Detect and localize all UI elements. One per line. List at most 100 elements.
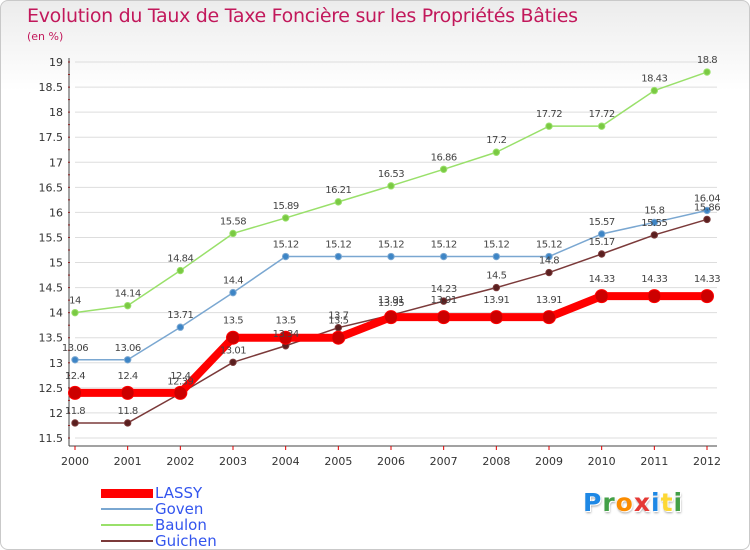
- x-tick-label: 2000: [61, 455, 89, 468]
- data-label: 15.12: [378, 240, 404, 251]
- data-point-goven: [545, 252, 553, 261]
- data-label: 17.2: [486, 135, 506, 146]
- data-label: 14.23: [431, 284, 457, 295]
- y-tick-label: 17.5: [39, 131, 64, 144]
- data-point-lassy: [173, 385, 188, 400]
- data-point-baulon: [281, 214, 290, 222]
- y-tick-label: 17: [49, 156, 63, 169]
- data-point-lassy: [120, 385, 135, 400]
- data-point-baulon: [492, 148, 501, 156]
- data-point-lassy: [384, 310, 398, 325]
- y-tick-label: 18.5: [39, 81, 64, 94]
- data-label: 16.86: [431, 152, 457, 163]
- legend-item-goven: Goven: [101, 501, 217, 517]
- data-label: 13.5: [223, 316, 243, 327]
- data-point-lassy: [68, 385, 82, 400]
- data-label: 14.84: [167, 254, 193, 265]
- data-label: 15.89: [273, 201, 299, 212]
- data-point-lassy: [647, 289, 662, 304]
- data-point-baulon: [176, 266, 185, 275]
- data-label: 15.17: [589, 237, 615, 248]
- data-point-guichen: [545, 268, 553, 277]
- data-point-goven: [229, 288, 237, 297]
- data-point-guichen: [439, 297, 448, 305]
- data-label: 14: [69, 296, 81, 307]
- data-label: 15.55: [641, 218, 667, 229]
- data-label: 17.72: [589, 109, 615, 120]
- data-label: 13.71: [167, 310, 193, 321]
- data-point-goven: [650, 218, 659, 227]
- data-label: 15.12: [273, 240, 299, 251]
- unit-label: (en %): [27, 30, 64, 43]
- data-label: 17.72: [536, 109, 562, 120]
- data-label: 12.4: [65, 371, 85, 382]
- data-point-baulon: [650, 86, 659, 95]
- legend-swatch: [101, 540, 153, 542]
- x-tick-label: 2001: [114, 455, 142, 468]
- x-tick-label: 2006: [377, 455, 405, 468]
- y-tick-label: 14.5: [39, 282, 64, 295]
- data-point-guichen: [597, 250, 606, 258]
- data-label: 13.91: [536, 295, 562, 306]
- x-tick-label: 2002: [166, 455, 194, 468]
- x-tick-label: 2011: [640, 455, 668, 468]
- x-tick-label: 2012: [693, 455, 721, 468]
- data-label: 12.39: [167, 376, 193, 387]
- data-point-guichen: [123, 419, 132, 427]
- y-tick-label: 16.5: [39, 181, 64, 194]
- data-label: 13.34: [273, 329, 299, 340]
- series-lines: [68, 68, 714, 427]
- data-point-guichen: [650, 231, 659, 239]
- legend-label: Guichen: [155, 532, 217, 550]
- data-point-baulon: [387, 182, 395, 190]
- y-tick-label: 12: [49, 407, 63, 420]
- data-label: 13.5: [328, 316, 348, 327]
- y-tick-label: 14: [49, 307, 63, 320]
- x-tick-label: 2008: [482, 455, 510, 468]
- chart-title: Evolution du Taux de Taxe Foncière sur l…: [27, 5, 578, 27]
- data-point-lassy: [542, 310, 556, 325]
- legend-item-guichen: Guichen: [101, 533, 217, 549]
- x-tick-label: 2003: [219, 455, 247, 468]
- data-point-baulon: [545, 122, 553, 130]
- data-point-guichen: [703, 215, 711, 224]
- data-label: 15.12: [325, 240, 351, 251]
- y-tick-label: 16: [49, 206, 63, 219]
- legend-label: Goven: [155, 500, 204, 518]
- data-label: 11.8: [118, 406, 138, 417]
- x-tick-label: 2005: [324, 455, 352, 468]
- data-label: 11.8: [65, 406, 85, 417]
- data-point-baulon: [123, 301, 132, 310]
- x-tick-label: 2009: [535, 455, 563, 468]
- data-point-goven: [71, 356, 79, 364]
- data-point-guichen: [229, 358, 237, 366]
- data-point-lassy: [331, 330, 346, 345]
- data-point-baulon: [334, 198, 343, 206]
- data-point-baulon: [71, 308, 79, 317]
- data-label: 15.8: [644, 205, 664, 216]
- y-tick-label: 15: [49, 257, 63, 270]
- data-point-lassy: [594, 289, 609, 304]
- data-label: 13.7: [328, 311, 348, 322]
- data-point-lassy: [278, 330, 293, 345]
- data-point-baulon: [229, 229, 237, 238]
- data-label: 13.91: [431, 295, 457, 306]
- legend-swatch: [101, 524, 153, 526]
- data-point-lassy: [436, 310, 451, 325]
- data-label: 15.12: [483, 240, 509, 251]
- data-point-goven: [703, 206, 711, 215]
- legend-label: LASSY: [155, 484, 203, 502]
- data-label: 13.01: [220, 345, 246, 356]
- x-tick-label: 2004: [272, 455, 300, 468]
- data-point-goven: [334, 252, 343, 261]
- y-tick-label: 15.5: [39, 231, 64, 244]
- data-label: 14.4: [223, 276, 243, 287]
- data-label: 15.58: [220, 216, 246, 227]
- data-point-goven: [176, 323, 185, 331]
- x-tick-label: 2007: [430, 455, 458, 468]
- data-point-lassy: [489, 310, 504, 325]
- legend-item-lassy: LASSY: [101, 485, 217, 501]
- y-tick-label: 19: [49, 56, 63, 69]
- data-label: 14.8: [539, 256, 559, 267]
